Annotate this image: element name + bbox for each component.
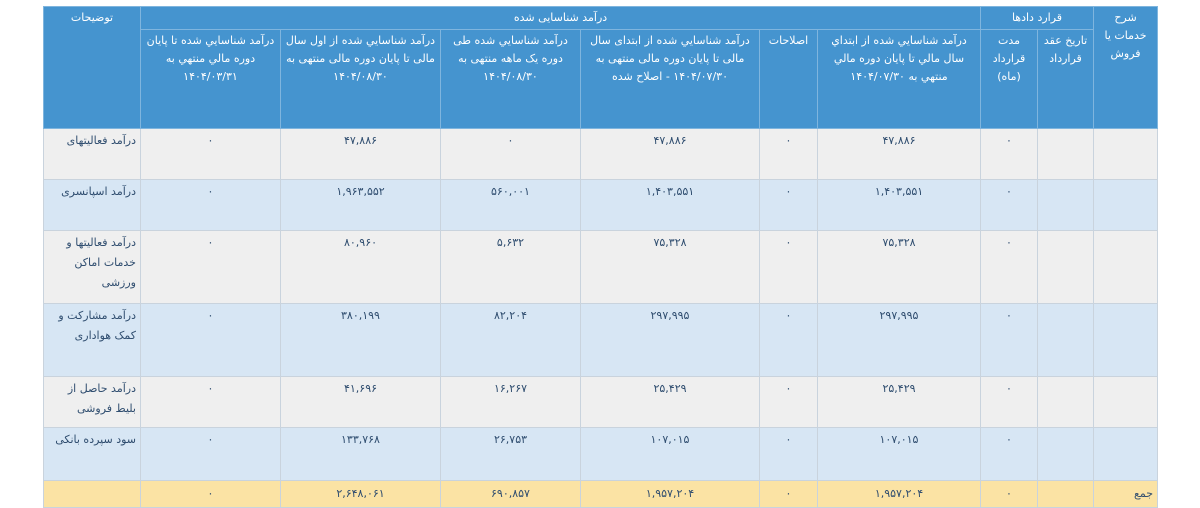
total-ytd-0830: ۲,۶۴۸,۰۶۱	[280, 480, 441, 508]
cell-adjusted: ۱۰۷,۰۱۵	[580, 427, 760, 481]
total-one-month: ۶۹۰,۸۵۷	[440, 480, 581, 508]
cell-rec-to-0730: ۱۰۷,۰۱۵	[817, 427, 981, 481]
cell-desc	[1093, 427, 1159, 481]
cell-duration: ۰	[979, 179, 1039, 231]
header-contract-date: تاریخ عقد قرارداد	[1037, 29, 1095, 129]
cell-duration: ۰	[979, 303, 1039, 377]
total-adjustments: ۰	[759, 480, 818, 508]
header-to-0331: درآمد شناسایي شده تا پایان دوره مالي منت…	[140, 29, 281, 129]
cell-notes: درآمد حاصل از بلیط فروشی	[43, 376, 141, 428]
cell-duration: ۰	[979, 128, 1039, 180]
cell-to-0331: ۰	[140, 179, 281, 231]
cell-one-month: ۰	[440, 128, 581, 180]
cell-adjustments: ۰	[759, 230, 818, 304]
cell-one-month: ۱۶,۲۶۷	[440, 376, 581, 428]
cell-contract-date	[1037, 427, 1095, 481]
cell-adjustments: ۰	[759, 303, 818, 377]
header-duration: مدت قرارداد (ماه)	[979, 29, 1039, 129]
cell-rec-to-0730: ۴۷,۸۸۶	[817, 128, 981, 180]
cell-adjusted: ۱,۴۰۳,۵۵۱	[580, 179, 760, 231]
cell-one-month: ۲۶,۷۵۳	[440, 427, 581, 481]
cell-adjustments: ۰	[759, 427, 818, 481]
cell-rec-to-0730: ۱,۴۰۳,۵۵۱	[817, 179, 981, 231]
cell-ytd-0830: ۴۷,۸۸۶	[280, 128, 441, 180]
total-desc: جمع	[1093, 480, 1159, 508]
cell-ytd-0830: ۱,۹۶۳,۵۵۲	[280, 179, 441, 231]
table-row: ۰ ۲۵,۴۲۹ ۰ ۲۵,۴۲۹ ۱۶,۲۶۷ ۴۱,۶۹۶ ۰ درآمد حاصل از…	[43, 376, 1159, 428]
table-row: ۰ ۲۹۷,۹۹۵ ۰ ۲۹۷,۹۹۵ ۸۲,۲۰۴ ۳۸۰,۱۹۹ ۰ درآمد مشار…	[43, 303, 1159, 377]
cell-adjustments: ۰	[759, 128, 818, 180]
cell-notes: درآمد فعالیتهای	[43, 128, 141, 180]
cell-rec-to-0730: ۲۵,۴۲۹	[817, 376, 981, 428]
cell-adjusted: ۴۷,۸۸۶	[580, 128, 760, 180]
header-ytd-0830: درآمد شناسایي شده از اول سال مالی تا پای…	[280, 29, 441, 129]
total-rec-to-0730: ۱,۹۵۷,۲۰۴	[817, 480, 981, 508]
cell-to-0331: ۰	[140, 427, 281, 481]
cell-one-month: ۵,۶۳۲	[440, 230, 581, 304]
cell-rec-to-0730: ۲۹۷,۹۹۵	[817, 303, 981, 377]
cell-desc	[1093, 179, 1159, 231]
cell-ytd-0830: ۸۰,۹۶۰	[280, 230, 441, 304]
cell-desc	[1093, 376, 1159, 428]
cell-one-month: ۵۶۰,۰۰۱	[440, 179, 581, 231]
cell-notes: درآمد فعالیتها و خدمات اماکن ورزشی	[43, 230, 141, 304]
cell-notes: درآمد اسپانسری	[43, 179, 141, 231]
cell-adjusted: ۲۵,۴۲۹	[580, 376, 760, 428]
cell-contract-date	[1037, 179, 1095, 231]
table-row: ۰ ۱,۴۰۳,۵۵۱ ۰ ۱,۴۰۳,۵۵۱ ۵۶۰,۰۰۱ ۱,۹۶۳,۵۵۲ ۰ درآ…	[43, 179, 1159, 231]
cell-desc	[1093, 128, 1159, 180]
table-row: ۰ ۱۰۷,۰۱۵ ۰ ۱۰۷,۰۱۵ ۲۶,۷۵۳ ۱۳۳,۷۶۸ ۰ سود سپرده …	[43, 427, 1159, 481]
cell-desc	[1093, 303, 1159, 377]
cell-adjustments: ۰	[759, 179, 818, 231]
cell-ytd-0830: ۱۳۳,۷۶۸	[280, 427, 441, 481]
cell-one-month: ۸۲,۲۰۴	[440, 303, 581, 377]
cell-to-0331: ۰	[140, 128, 281, 180]
cell-rec-to-0730: ۷۵,۳۲۸	[817, 230, 981, 304]
cell-notes: درآمد مشارکت و کمک هواداری	[43, 303, 141, 377]
header-desc: شرح خدمات یا فروش	[1093, 6, 1159, 129]
cell-to-0331: ۰	[140, 376, 281, 428]
header-one-month: درآمد شناسایي شده طی دوره یک ماهه منتهی …	[440, 29, 581, 129]
total-row: جمع ۰ ۱,۹۵۷,۲۰۴ ۰ ۱,۹۵۷,۲۰۴ ۶۹۰,۸۵۷ ۲,۶۴۸,۰۶۱ ۰	[43, 480, 1159, 508]
cell-adjusted: ۲۹۷,۹۹۵	[580, 303, 760, 377]
header-adjusted: درآمد شناسایي شده از ابتدای سال مالی تا …	[580, 29, 760, 129]
table-row: ۰ ۷۵,۳۲۸ ۰ ۷۵,۳۲۸ ۵,۶۳۲ ۸۰,۹۶۰ ۰ درآمد فعالیتها…	[43, 230, 1159, 304]
table-body: ۰ ۴۷,۸۸۶ ۰ ۴۷,۸۸۶ ۰ ۴۷,۸۸۶ ۰ درآمد فعالیتهای ۰ ۱,…	[43, 128, 1159, 508]
header-contracts: قرارد دادها	[979, 6, 1095, 30]
table-row: ۰ ۴۷,۸۸۶ ۰ ۴۷,۸۸۶ ۰ ۴۷,۸۸۶ ۰ درآمد فعالیتهای	[43, 128, 1159, 180]
cell-ytd-0830: ۳۸۰,۱۹۹	[280, 303, 441, 377]
total-to-0331: ۰	[140, 480, 281, 508]
cell-duration: ۰	[979, 376, 1039, 428]
cell-adjustments: ۰	[759, 376, 818, 428]
header-adjustments: اصلاحات	[759, 29, 818, 129]
total-adjusted: ۱,۹۵۷,۲۰۴	[580, 480, 760, 508]
cell-contract-date	[1037, 303, 1095, 377]
cell-duration: ۰	[979, 230, 1039, 304]
header-notes: توضیحات	[43, 6, 141, 129]
total-duration: ۰	[979, 480, 1039, 508]
cell-contract-date	[1037, 376, 1095, 428]
total-notes	[43, 480, 141, 508]
cell-to-0331: ۰	[140, 303, 281, 377]
cell-notes: سود سپرده بانکی	[43, 427, 141, 481]
cell-ytd-0830: ۴۱,۶۹۶	[280, 376, 441, 428]
cell-contract-date	[1037, 230, 1095, 304]
cell-contract-date	[1037, 128, 1095, 180]
cell-to-0331: ۰	[140, 230, 281, 304]
cell-duration: ۰	[979, 427, 1039, 481]
total-contract-date	[1037, 480, 1095, 508]
cell-desc	[1093, 230, 1159, 304]
cell-adjusted: ۷۵,۳۲۸	[580, 230, 760, 304]
header-rec-to-0730: درآمد شناسایي شده از ابتداي سال مالي تا …	[817, 29, 981, 129]
revenue-table: شرح خدمات یا فروش قرارد دادها درآمد شناس…	[43, 6, 1159, 508]
header-recognized: درآمد شناسایی شده	[140, 6, 981, 30]
